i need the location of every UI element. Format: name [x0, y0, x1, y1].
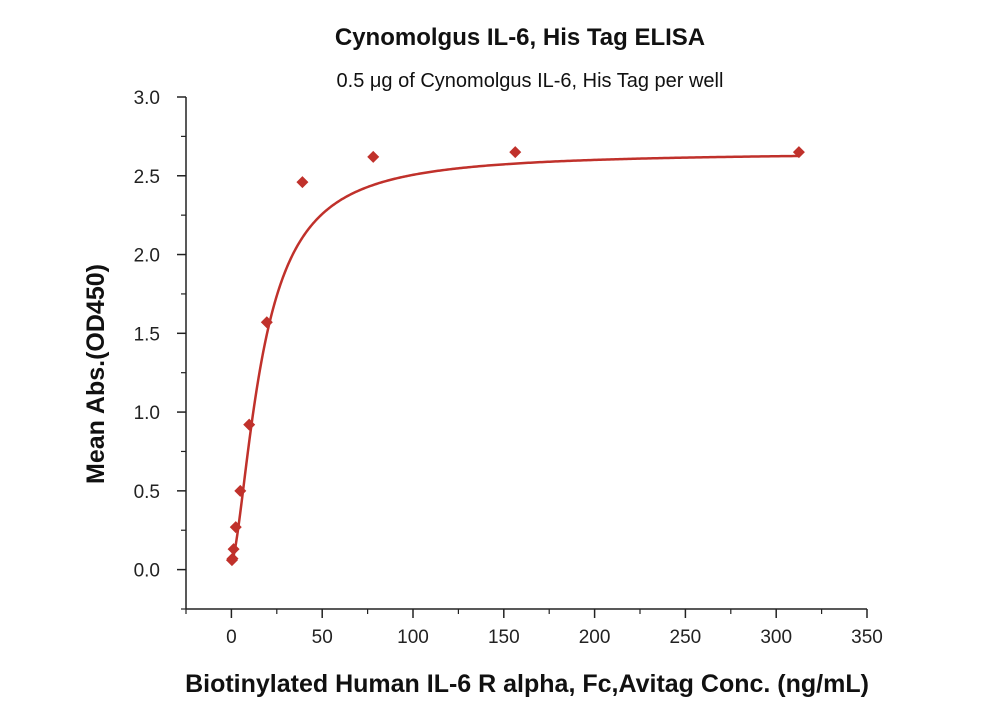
x-tick-label: 150 — [488, 627, 520, 648]
x-tick-label: 50 — [312, 627, 333, 648]
y-tick-label: 2.0 — [134, 246, 160, 267]
y-tick-label: 3.0 — [134, 88, 160, 109]
fit-curve — [230, 154, 799, 562]
data-point — [509, 146, 522, 159]
y-tick-label: 1.0 — [134, 403, 160, 424]
data-point — [227, 543, 240, 556]
chart-title: Cynomolgus IL-6, His Tag ELISA — [335, 24, 705, 51]
y-axis-ticks: 0.0 0.5 1.0 1.5 2.0 2.5 3.0 — [134, 88, 186, 610]
y-axis-label: Mean Abs.(OD450) — [82, 264, 110, 484]
axes — [185, 97, 867, 610]
y-tick-label: 2.5 — [134, 167, 160, 188]
data-point — [229, 521, 242, 534]
data-point — [226, 552, 239, 565]
x-tick-label: 0 — [226, 627, 237, 648]
x-tick-label: 250 — [670, 627, 702, 648]
x-tick-label: 300 — [760, 627, 792, 648]
x-tick-label: 100 — [397, 627, 429, 648]
y-tick-label: 0.5 — [134, 482, 160, 503]
data-point — [296, 176, 309, 189]
y-tick-label: 1.5 — [134, 324, 160, 345]
data-point — [792, 146, 805, 159]
data-point — [367, 150, 380, 163]
data-point — [234, 484, 247, 497]
x-tick-label: 350 — [851, 627, 883, 648]
data-points — [225, 146, 805, 567]
y-tick-label: 0.0 — [134, 561, 160, 582]
x-tick-label: 200 — [579, 627, 611, 648]
x-axis-ticks: 0 50 100 150 200 250 300 350 — [185, 609, 883, 648]
x-axis-label: Biotinylated Human IL-6 R alpha, Fc,Avit… — [185, 670, 869, 698]
data-point — [243, 418, 256, 431]
chart-subtitle: 0.5 μg of Cynomolgus IL-6, His Tag per w… — [337, 70, 724, 92]
data-point — [260, 316, 273, 329]
